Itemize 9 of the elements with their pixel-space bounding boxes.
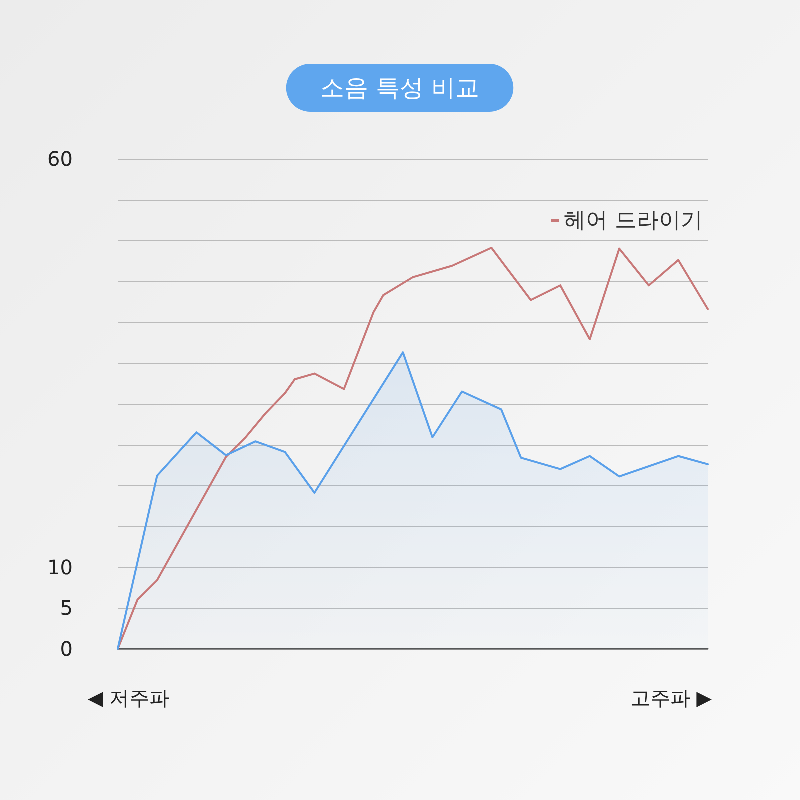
y-tick-label: 0 — [60, 637, 73, 661]
chart-title: 소음 특성 비교 — [320, 74, 480, 102]
text: 고주파 ▶ — [630, 686, 713, 710]
text: ◀ 저주파 — [88, 686, 170, 710]
y-tick-label: 5 — [60, 596, 73, 620]
legend-label: 헤어 드라이기 — [564, 208, 704, 234]
line-series — [117, 247, 709, 650]
y-tick-label: 60 — [48, 147, 73, 171]
y-tick-label: 10 — [48, 555, 73, 580]
